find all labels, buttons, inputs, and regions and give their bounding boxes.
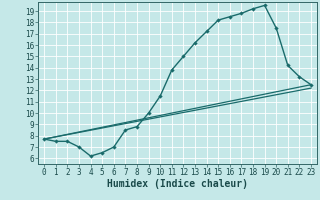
X-axis label: Humidex (Indice chaleur): Humidex (Indice chaleur) [107, 179, 248, 189]
